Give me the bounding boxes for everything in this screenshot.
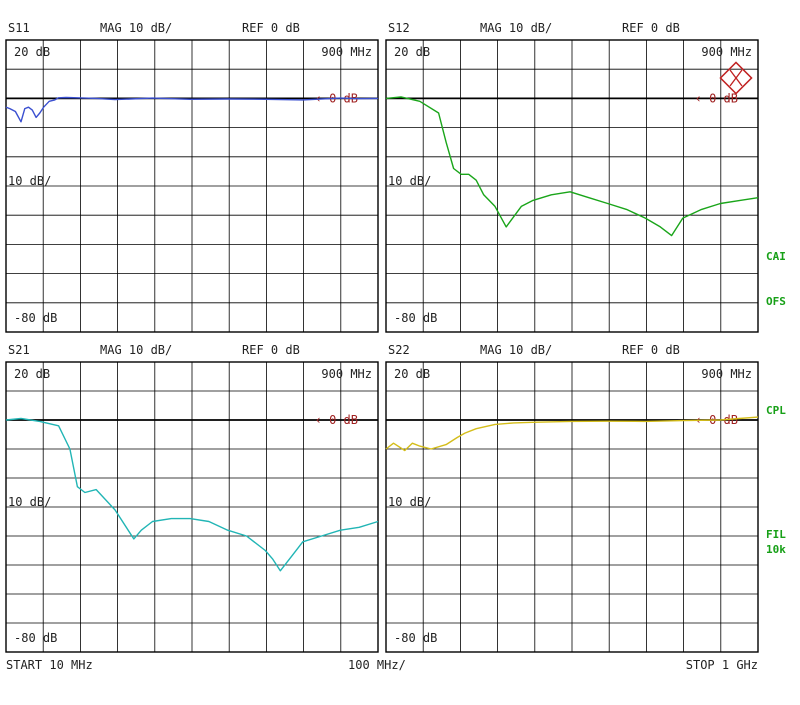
panel-s21: S21 MAG 10 dB/REF 0 dB 20 dB 900 MHz 10 dB/ -… — [5, 343, 379, 653]
panel-frame — [5, 39, 379, 333]
panel-s11: S11 MAG 10 dB/REF 0 dB 20 dB 900 MHz 10 dB/ -… — [5, 21, 379, 333]
scale-division-label: 10 dB/ — [8, 495, 51, 509]
reference-marker-label: ‹ 0 dB — [315, 413, 358, 427]
bottom-level-label: -80 dB — [14, 311, 57, 325]
annotation-cpl: CPL — [766, 404, 786, 417]
scale-division-label: 10 dB/ — [388, 495, 431, 509]
marker-frequency-label: 900 MHz — [701, 45, 752, 59]
scale-division-label: 10 dB/ — [8, 174, 51, 188]
annotation-ofs: OFS — [766, 295, 786, 308]
trace-name: S22 — [388, 343, 410, 357]
reference-value-label: REF 0 dB — [622, 343, 680, 357]
top-level-label: 20 dB — [14, 367, 50, 381]
panel-frame — [5, 361, 379, 653]
trace-name: S11 — [8, 21, 30, 35]
trace-name: S21 — [8, 343, 30, 357]
marker-frequency-label: 900 MHz — [321, 367, 372, 381]
bottom-level-label: -80 dB — [394, 631, 437, 645]
stop-frequency-label: STOP 1 GHz — [686, 658, 758, 672]
top-level-label: 20 dB — [14, 45, 50, 59]
scale-label: MAG 10 dB/ — [480, 343, 552, 357]
panel-frame — [385, 361, 759, 653]
top-level-label: 20 dB — [394, 45, 430, 59]
s21-trace — [5, 417, 379, 572]
bottom-level-label: -80 dB — [14, 631, 57, 645]
bottom-level-label: -80 dB — [394, 311, 437, 325]
scale-label: MAG 10 dB/ — [480, 21, 552, 35]
marker-frequency-label: 900 MHz — [321, 45, 372, 59]
trace-name: S12 — [388, 21, 410, 35]
marker-frequency-label: 900 MHz — [701, 367, 752, 381]
annotation-cai: CAI — [766, 250, 786, 263]
logo-mark — [729, 69, 743, 87]
rohde-schwarz-logo — [719, 61, 753, 95]
s22-trace — [385, 416, 759, 452]
reference-value-label: REF 0 dB — [622, 21, 680, 35]
reference-value-label: REF 0 dB — [242, 343, 300, 357]
s12-trace — [385, 96, 759, 237]
panel-s12: S12 MAG 10 dB/REF 0 dB 20 dB 900 MHz 10 dB/ -… — [385, 21, 759, 333]
panel-s22: S22 MAG 10 dB/REF 0 dB 20 dB 900 MHz 10 dB/ -… — [385, 343, 759, 653]
logo-diamond — [719, 61, 753, 95]
scale-label: MAG 10 dB/ — [100, 21, 172, 35]
scale-label: MAG 10 dB/ — [100, 343, 172, 357]
s11-trace — [5, 96, 379, 123]
panel-frame — [385, 39, 759, 333]
reference-value-label: REF 0 dB — [242, 21, 300, 35]
top-level-label: 20 dB — [394, 367, 430, 381]
reference-marker-label: ‹ 0 dB — [695, 91, 738, 105]
span-per-division-label: 100 MHz/ — [348, 658, 406, 672]
annotation-fil: FIL — [766, 528, 786, 541]
start-frequency-label: START 10 MHz — [6, 658, 93, 672]
annotation-resolution: 10k — [766, 543, 786, 556]
scale-division-label: 10 dB/ — [388, 174, 431, 188]
